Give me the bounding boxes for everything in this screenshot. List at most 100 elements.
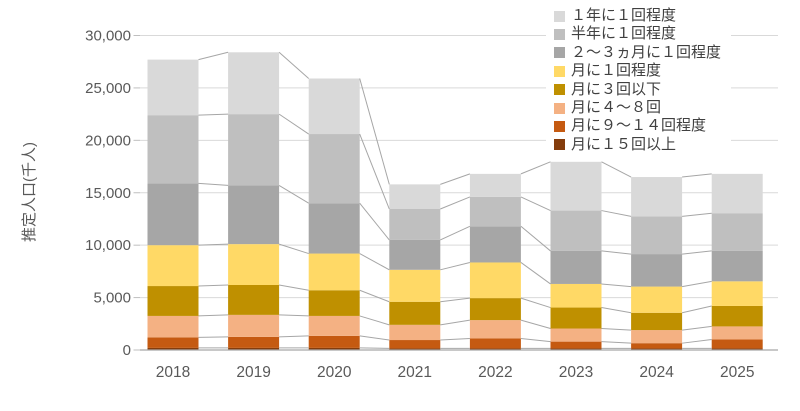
legend-label: ２～３ヵ月に１回程度: [571, 43, 722, 61]
series-line: [520, 297, 551, 309]
legend-label: 月に３回以下: [571, 80, 662, 98]
legend-item: 月に１５回以上: [554, 136, 721, 154]
y-tick-label: 15,000: [85, 185, 131, 202]
bar-segment-2018-s6: [147, 115, 199, 184]
bar-segment-2025-s5: [711, 250, 763, 282]
series-line: [682, 212, 712, 217]
series-line: [601, 210, 632, 217]
series-line: [359, 347, 390, 349]
bar-segment-2021-s3: [389, 301, 441, 325]
legend-swatch: [554, 47, 565, 59]
series-line: [198, 284, 229, 287]
series-line: [520, 319, 551, 329]
bar-segment-2020-s6: [308, 134, 360, 204]
x-axis-label: 2023: [559, 364, 593, 381]
series-line: [682, 325, 712, 331]
legend-item: １年に１回程度: [554, 7, 721, 25]
bar-segment-2022-s4: [469, 262, 521, 299]
bar-segment-2020-s1: [308, 335, 360, 348]
bar-segment-2022-s6: [469, 196, 521, 227]
legend-swatch: [554, 121, 565, 133]
series-line: [601, 307, 632, 314]
series-line: [359, 289, 390, 303]
series-line: [601, 341, 632, 344]
x-axis-label: 2024: [639, 364, 674, 381]
bar-segment-2023-s3: [550, 307, 602, 329]
y-tick-label: 20,000: [85, 132, 131, 149]
bar-segment-2023-s0: [550, 348, 602, 350]
bar-segment-2023-s4: [550, 283, 602, 308]
legend-item: ２～３ヵ月に１回程度: [554, 44, 721, 62]
bar-segment-2018-s4: [147, 245, 199, 287]
series-line: [440, 196, 471, 210]
bar-segment-2019-s4: [228, 244, 280, 286]
series-line: [440, 173, 471, 185]
bar-segment-2024-s5: [631, 254, 683, 287]
bar-segment-2020-s7: [308, 78, 360, 135]
series-line: [520, 262, 551, 285]
legend-item: 月に９～１４回程度: [554, 117, 721, 135]
bar-segment-2025-s7: [711, 173, 763, 214]
bar-segment-2022-s7: [469, 173, 521, 197]
bar-segment-2023-s6: [550, 210, 602, 251]
bar-segment-2020-s2: [308, 315, 360, 336]
series-line: [601, 328, 632, 331]
series-line: [359, 133, 390, 210]
series-line: [440, 261, 471, 271]
series-line: [520, 225, 551, 252]
bar-segment-2022-s3: [469, 298, 521, 321]
bar-segment-2018-s0: [147, 347, 199, 350]
series-line: [359, 315, 390, 326]
y-axis-title: 推定人口(千人): [21, 142, 38, 242]
bar-segment-2021-s5: [389, 239, 441, 270]
bar-segment-2018-s5: [147, 183, 199, 246]
bar-segment-2018-s1: [147, 337, 199, 348]
bar-segment-2025-s0: [711, 348, 763, 350]
bar-segment-2023-s5: [550, 250, 602, 284]
series-line: [682, 173, 712, 178]
series-line: [198, 243, 229, 246]
series-line: [279, 335, 309, 338]
x-axis-label: 2022: [478, 364, 512, 381]
bar-segment-2021-s1: [389, 340, 441, 349]
series-line: [681, 305, 712, 314]
series-line: [359, 335, 390, 341]
series-line: [359, 253, 390, 271]
legend-label: 月に４～８回: [571, 98, 662, 116]
legend-swatch: [554, 29, 565, 41]
bar-segment-2021-s2: [389, 324, 441, 341]
bar-segment-2019-s3: [228, 285, 280, 315]
bar-segment-2021-s4: [389, 269, 441, 302]
bar-segment-2023-s2: [550, 328, 602, 342]
series-line: [198, 51, 229, 61]
series-line: [601, 250, 632, 255]
bar-segment-2019-s2: [228, 314, 280, 337]
series-line: [278, 51, 310, 79]
bar-segment-2025-s2: [711, 326, 763, 340]
x-axis-label: 2025: [720, 364, 754, 381]
series-line: [440, 225, 471, 241]
legend-item: 月に３回以下: [554, 81, 721, 99]
bar-segment-2018-s7: [147, 59, 199, 116]
bar-segment-2024-s7: [631, 177, 683, 217]
series-line: [601, 283, 632, 288]
bar-segment-2022-s5: [469, 226, 521, 263]
legend-item: 月に１回程度: [554, 62, 721, 80]
bar-segment-2021-s6: [389, 208, 441, 240]
series-line: [198, 336, 229, 338]
series-line: [682, 280, 712, 288]
x-axis-label: 2018: [156, 364, 190, 381]
bar-segment-2020-s5: [308, 203, 360, 254]
bar-segment-2025-s6: [711, 213, 763, 251]
bar-segment-2020-s3: [308, 290, 360, 316]
x-axis-label: 2019: [236, 364, 270, 381]
legend-item: 月に４～８回: [554, 99, 721, 117]
legend-swatch: [554, 139, 565, 151]
bar-segment-2024-s4: [631, 286, 683, 313]
series-line: [440, 319, 470, 326]
bar-segment-2023-s1: [550, 341, 602, 349]
bar-segment-2025-s3: [711, 305, 763, 327]
legend-swatch: [554, 10, 565, 22]
bar-segment-2023-s7: [550, 161, 602, 211]
